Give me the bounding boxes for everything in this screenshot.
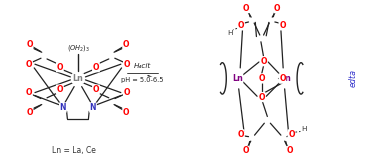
Text: O: O <box>26 108 33 116</box>
Text: O: O <box>274 4 280 13</box>
Text: O: O <box>259 74 265 83</box>
Text: Ln = La, Ce: Ln = La, Ce <box>52 146 96 155</box>
Text: O: O <box>57 85 63 94</box>
Text: H: H <box>227 30 232 36</box>
Text: $(OH_2)_3$: $(OH_2)_3$ <box>67 43 90 53</box>
Text: O: O <box>57 63 63 72</box>
Text: O: O <box>93 85 99 94</box>
Text: O: O <box>93 63 99 72</box>
Text: O: O <box>288 130 295 139</box>
Text: O: O <box>260 57 267 66</box>
Text: O: O <box>123 40 129 49</box>
Text: pH = 5.0-6.5: pH = 5.0-6.5 <box>121 77 164 83</box>
Text: Ln: Ln <box>232 74 243 83</box>
Text: Ln: Ln <box>73 74 83 83</box>
Text: O: O <box>26 60 32 69</box>
Text: N: N <box>90 103 96 112</box>
Text: O: O <box>279 21 286 30</box>
Text: O: O <box>279 74 286 83</box>
Text: O: O <box>238 21 244 30</box>
Text: O: O <box>238 130 244 139</box>
Text: O: O <box>124 88 130 97</box>
Text: O: O <box>242 146 249 155</box>
Text: O: O <box>124 60 130 69</box>
Text: O: O <box>287 146 293 155</box>
Text: H: H <box>301 126 307 132</box>
Text: Ln: Ln <box>281 74 291 83</box>
Text: edta: edta <box>348 69 357 87</box>
Text: H₄cit: H₄cit <box>134 64 151 69</box>
Text: O: O <box>26 88 32 97</box>
Text: O: O <box>259 93 265 102</box>
Text: N: N <box>60 103 66 112</box>
Text: O: O <box>243 4 249 13</box>
Text: O: O <box>26 40 33 49</box>
Text: O: O <box>123 108 129 116</box>
